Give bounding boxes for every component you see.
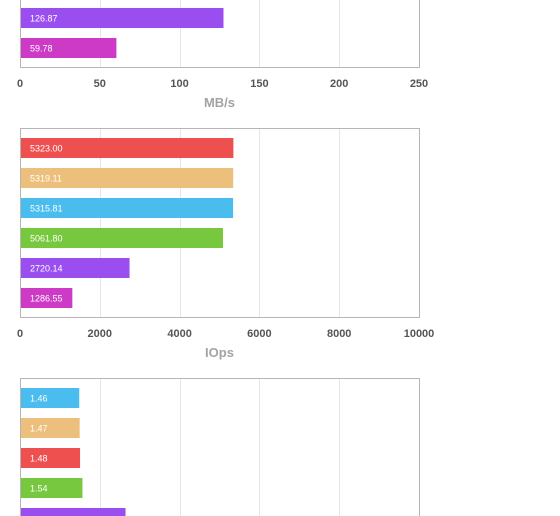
plot-frame xyxy=(20,0,420,68)
chart-3: 1.46 1.47 1.48 1.54 xyxy=(20,378,420,516)
chart-1: 126.87 59.78 0 50 100 150 200 250 MB/s xyxy=(17,0,428,110)
bar-rect xyxy=(21,448,81,468)
x-tick-label-2: 50 xyxy=(94,78,106,90)
bar-rect xyxy=(21,478,83,498)
bar-rect xyxy=(21,258,130,278)
bar-2: 59.78 xyxy=(21,38,117,58)
x-tick-label-5: 8000 xyxy=(327,328,351,340)
bar-rect xyxy=(21,288,73,308)
bar-4: 5061.80 xyxy=(21,228,223,248)
bar-1: 5323.00 xyxy=(21,138,234,158)
bar-rect xyxy=(21,138,234,158)
bar-rect xyxy=(21,198,234,218)
bar-rect xyxy=(21,38,117,58)
chart-2: 5323.00 5319.11 5315.81 5061.80 2720.14 1286.… xyxy=(17,128,434,360)
x-axis-title: IOps xyxy=(205,345,234,360)
bar-value-label: 1.47 xyxy=(30,424,48,434)
bar-rect xyxy=(21,168,234,188)
bar-value-label: 5061.80 xyxy=(30,234,63,244)
bar-rect xyxy=(21,228,223,248)
bar-6: 1286.55 xyxy=(21,288,73,308)
bar-value-label: 5319.11 xyxy=(30,174,62,184)
x-tick-label-4: 6000 xyxy=(247,328,271,340)
bar-4: 1.54 xyxy=(21,478,83,498)
x-tick-label-3: 4000 xyxy=(167,328,191,340)
x-axis-title: MB/s xyxy=(204,95,235,110)
plot-frame xyxy=(20,378,420,516)
bar-2: 5319.11 xyxy=(21,168,234,188)
x-tick-label-4: 150 xyxy=(250,78,268,90)
bar-value-label: 1.54 xyxy=(30,484,48,494)
bar-rect xyxy=(21,418,80,438)
bar-value-label: 59.78 xyxy=(30,44,53,54)
plot-frame xyxy=(20,128,420,318)
x-tick-label-1: 0 xyxy=(17,328,23,340)
x-tick-label-1: 0 xyxy=(17,78,23,90)
x-tick-label-6: 250 xyxy=(410,78,428,90)
bar-value-label: 1286.55 xyxy=(30,294,63,304)
bar-3: 1.48 xyxy=(21,448,81,468)
bar-3: 5315.81 xyxy=(21,198,234,218)
x-tick-label-2: 2000 xyxy=(88,328,112,340)
x-tick-label-3: 100 xyxy=(170,78,188,90)
bar-value-label: 2720.14 xyxy=(30,264,63,274)
bar-rect xyxy=(21,388,80,408)
bar-rect xyxy=(21,508,126,516)
bar-1: 1.46 xyxy=(21,388,80,408)
bar-rect xyxy=(21,8,224,28)
bar-5 xyxy=(21,508,126,516)
bar-value-label: 126.87 xyxy=(30,14,58,24)
x-tick-label-6: 10000 xyxy=(404,328,435,340)
bar-value-label: 1.48 xyxy=(30,454,48,464)
x-tick-label-5: 200 xyxy=(330,78,348,90)
bar-value-label: 5315.81 xyxy=(30,204,63,214)
bar-value-label: 5323.00 xyxy=(30,144,63,154)
bar-value-label: 1.46 xyxy=(30,394,48,404)
bar-2: 1.47 xyxy=(21,418,80,438)
bar-1: 126.87 xyxy=(21,8,224,28)
bar-5: 2720.14 xyxy=(21,258,130,278)
